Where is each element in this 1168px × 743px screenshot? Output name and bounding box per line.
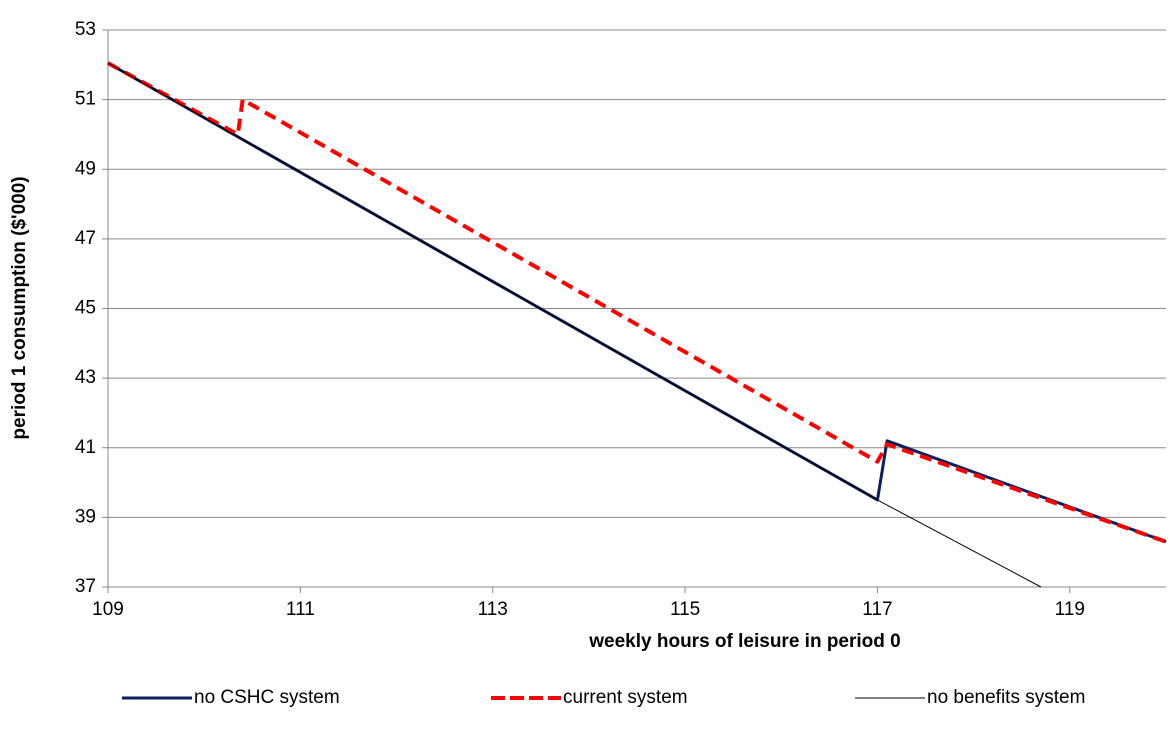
y-tick-label: 47: [75, 228, 96, 249]
y-tick-label: 37: [75, 576, 96, 597]
x-tick-label: 113: [478, 599, 508, 620]
y-tick-label: 43: [75, 367, 96, 388]
legend-label: no CSHC system: [194, 687, 340, 708]
x-tick-label: 115: [670, 599, 700, 620]
y-tick-label: 45: [75, 298, 96, 319]
legend-label: no benefits system: [927, 687, 1085, 708]
line-series: [107, 61, 1167, 544]
line-series: [107, 61, 1167, 544]
y-tick-label: 41: [75, 437, 96, 458]
y-tick-label: 53: [75, 19, 96, 40]
y-tick-label: 49: [75, 158, 96, 179]
y-tick-label: 51: [75, 89, 96, 110]
x-axis-label: weekly hours of leisure in period 0: [588, 631, 900, 652]
x-tick-label: 117: [862, 599, 892, 620]
legend-label: current system: [563, 687, 688, 708]
y-axis-label: period 1 consumption ($'000): [9, 176, 30, 439]
x-tick-label: 111: [286, 599, 315, 620]
y-tick-label: 39: [75, 506, 96, 527]
line-series: [107, 62, 1042, 588]
x-tick-label: 119: [1055, 599, 1085, 620]
x-tick-label: 109: [92, 599, 124, 620]
